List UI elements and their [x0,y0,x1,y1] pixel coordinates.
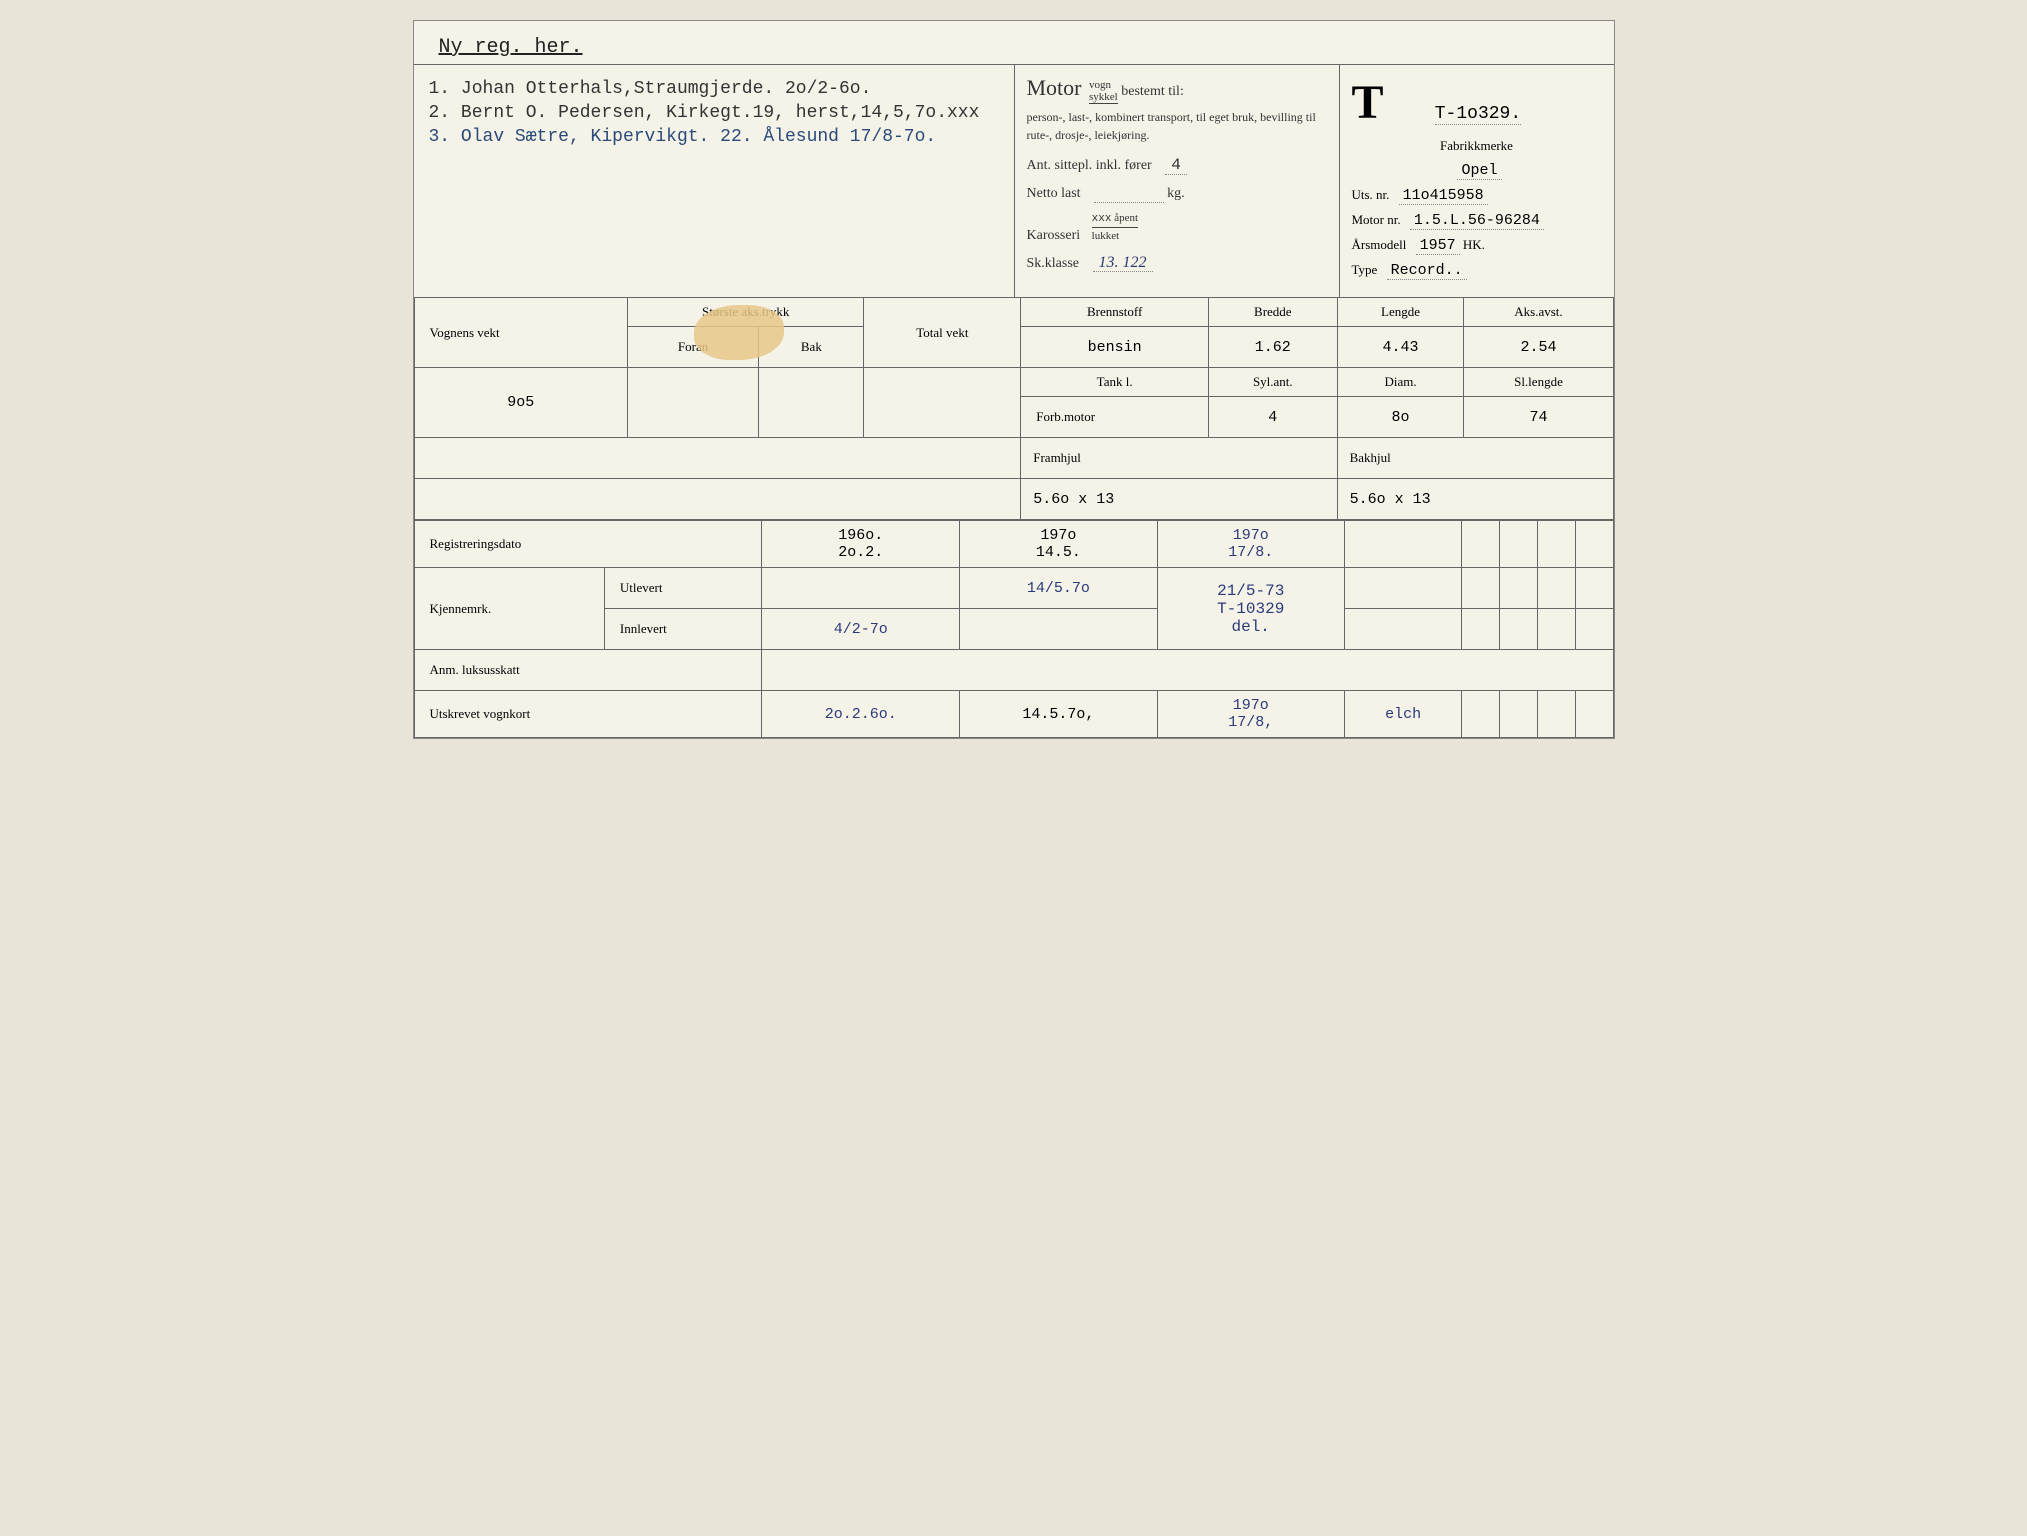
spec-h-bredde: Bredde [1209,298,1338,327]
karosseri-row: Karosseri xxx åpent lukket [1027,212,1327,244]
owner-line-2: 2. Bernt O. Pedersen, Kirkegt.19, herst,… [429,103,999,123]
signature: elch [1344,691,1462,738]
bakhjul: 5.6o x 13 [1337,479,1613,520]
spec-brennstoff: bensin [1021,327,1209,368]
bottom-table: Registreringsdato 196o. 2o.2. 197o 14.5.… [414,520,1614,738]
netto-row: Netto last kg. [1027,184,1327,202]
paper-stain [694,305,784,360]
owner-line-1: 1. Johan Otterhals,Straumgjerde. 2o/2-6o… [429,79,999,99]
motor-heading: Motor [1027,75,1082,100]
reg-number: T-1o329. [1435,104,1521,125]
motor-sub: vogn sykkel [1089,79,1118,104]
reg-row: T T-1o329. [1352,75,1602,130]
big-t: T [1352,75,1412,130]
sittepl-row: Ant. sittepl. inkl. fører 4 [1027,156,1327,174]
foran-val [627,368,758,438]
handwritten-note: 21/5-73 T-10329 del. [1157,568,1344,650]
type-row: Type Record.. [1352,262,1602,279]
utsnr-row: Uts. nr. 11o415958 [1352,187,1602,204]
owners-column: 1. Johan Otterhals,Straumgjerde. 2o/2-6o… [414,65,1015,297]
fabrikkmerke: Opel [1457,162,1501,180]
owner-line-3: 3. Olav Sætre, Kipervikgt. 22. Ålesund 1… [429,127,999,147]
skklasse-row: Sk.klasse 13. 122 [1027,254,1327,272]
regdato-label: Registreringsdato [414,521,762,568]
spec-h-aksavst: Aks.avst. [1464,298,1613,327]
spec-h-sllengde: Sl.lengde [1464,368,1613,397]
spec-sllengde: 74 [1464,397,1613,438]
spec-bredde: 1.62 [1209,327,1338,368]
bestemt-label: bestemt til: [1121,84,1184,99]
innlevert: 4/2-7o [762,609,960,650]
utskrevet-3: 197o 17/8, [1157,691,1344,738]
regdato-1: 196o. 2o.2. [762,521,960,568]
total-val [864,368,1021,438]
registration-card: Ny reg. her. 1. Johan Otterhals,Straumgj… [413,20,1615,739]
card-header: Ny reg. her. [414,21,1614,64]
spec-aksavst: 2.54 [1464,327,1613,368]
total-label: Total vekt [864,298,1021,368]
vognvekt: 9o5 [414,368,627,438]
vehicle-id-column: T T-1o329. Fabrikkmerke Opel Uts. nr. 11… [1340,65,1614,297]
header-title: Ny reg. her. [439,36,583,59]
framhjul-label: Framhjul [1021,438,1337,479]
motor-column: Motor vogn sykkel bestemt til: person-, … [1015,65,1340,297]
spec-lengde: 4.43 [1337,327,1464,368]
spec-h-sylant: Syl.ant. [1209,368,1338,397]
utskrevet-1: 2o.2.6o. [762,691,960,738]
spec-h-lengde: Lengde [1337,298,1464,327]
utlevert: 14/5.7o [960,568,1158,609]
forbmotor-label: Forb.motor [1021,397,1209,438]
spec-sylant: 4 [1209,397,1338,438]
arsmodell-row: Årsmodell 1957 HK. [1352,237,1602,254]
utskrevet-label: Utskrevet vognkort [414,691,762,738]
motornr-row: Motor nr. 1.5.L.56-96284 [1352,212,1602,229]
innlevert-label: Innlevert [604,609,761,650]
top-section: 1. Johan Otterhals,Straumgjerde. 2o/2-6o… [414,64,1614,297]
kjennemrk-label: Kjennemrk. [414,568,604,650]
spec-diam: 8o [1337,397,1464,438]
utlevert-label: Utlevert [604,568,761,609]
motor-desc: person-, last-, kombinert transport, til… [1027,108,1327,144]
motor-heading-row: Motor vogn sykkel bestemt til: [1027,75,1327,104]
specs-table: Vognens vekt Største aks.trykk Total vek… [414,297,1614,520]
vognvekt-label: Vognens vekt [414,298,627,368]
fabrikkmerke-label: Fabrikkmerke [1352,138,1602,154]
utskrevet-2: 14.5.7o, [960,691,1158,738]
spec-h-diam: Diam. [1337,368,1464,397]
spec-h-tank: Tank l. [1021,368,1209,397]
regdato-3: 197o 17/8. [1157,521,1344,568]
framhjul: 5.6o x 13 [1021,479,1337,520]
regdato-2: 197o 14.5. [960,521,1158,568]
bak-val [759,368,864,438]
anm-label: Anm. luksusskatt [414,650,762,691]
spec-h-brennstoff: Brennstoff [1021,298,1209,327]
bakhjul-label: Bakhjul [1337,438,1613,479]
